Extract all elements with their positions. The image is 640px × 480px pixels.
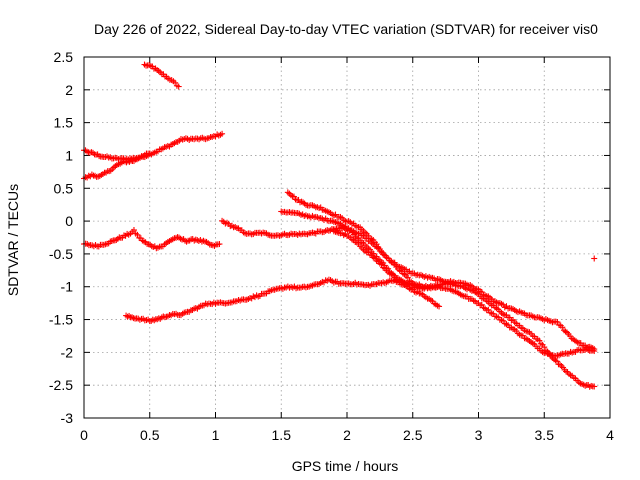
data-point-arc-8 — [591, 348, 598, 355]
data-point-arc-6 — [404, 274, 411, 281]
x-tick-label: 0 — [80, 427, 88, 443]
data-marks — [81, 61, 598, 390]
y-tick-label: -1 — [61, 279, 74, 295]
x-tick-label: 2 — [343, 427, 351, 443]
chart-title: Day 226 of 2022, Sidereal Day-to-day VTE… — [94, 21, 598, 37]
x-tick-label: 3.5 — [535, 427, 555, 443]
y-tick-label: 0.5 — [54, 180, 74, 196]
data-point-arc-3 — [146, 150, 153, 157]
y-tick-label: 2.5 — [54, 49, 74, 65]
x-tick-label: 2.5 — [403, 427, 423, 443]
y-tick-label: 2 — [65, 82, 73, 98]
data-point-arc-5 — [436, 303, 443, 310]
y-tick-label: 1.5 — [54, 115, 74, 131]
x-axis-label: GPS time / hours — [292, 458, 399, 474]
data-point-arc-6 — [284, 189, 291, 196]
y-tick-label: 1 — [65, 147, 73, 163]
plot-frame — [83, 56, 611, 419]
data-point-arc-1 — [175, 83, 182, 90]
data-point-arc-2 — [84, 148, 91, 155]
data-point-arc-8 — [378, 261, 385, 268]
y-axis-label: SDTVAR / TECUs — [5, 184, 21, 296]
y-tick-label: -1.5 — [49, 312, 73, 328]
data-point-arc-9 — [557, 361, 564, 368]
x-tick-label: 1.5 — [272, 427, 292, 443]
data-point-arc-6 — [290, 193, 297, 200]
y-tick-label: 0 — [65, 213, 73, 229]
data-point-arc-2 — [219, 130, 226, 137]
x-tick-label: 3 — [475, 427, 483, 443]
data-point-arc-4 — [216, 241, 223, 248]
x-tick-label: 0.5 — [140, 427, 160, 443]
x-tick-label: 1 — [212, 427, 220, 443]
y-tick-label: -2 — [61, 344, 74, 360]
y-tick-label: -3 — [61, 410, 74, 426]
x-tick-label: 4 — [606, 427, 614, 443]
data-point-arc-4 — [130, 227, 137, 234]
axis-ticks: 0 0.5 1 1.5 2 2.5 3 3.5 4 -3 -2.5 -2 -1.5 -1 -0.5 0 0.5 1… — [49, 49, 614, 443]
data-point-arc-9 — [124, 313, 131, 320]
y-tick-label: -2.5 — [49, 377, 73, 393]
data-point-arc-9 — [591, 383, 598, 390]
data-point-arc-5 — [327, 227, 334, 234]
data-point-arc-9 — [536, 337, 543, 344]
y-tick-label: -0.5 — [49, 246, 73, 262]
data-point-isolated — [591, 255, 598, 262]
data-point-arc-4 — [134, 231, 141, 238]
data-point-arc-9 — [541, 344, 548, 351]
